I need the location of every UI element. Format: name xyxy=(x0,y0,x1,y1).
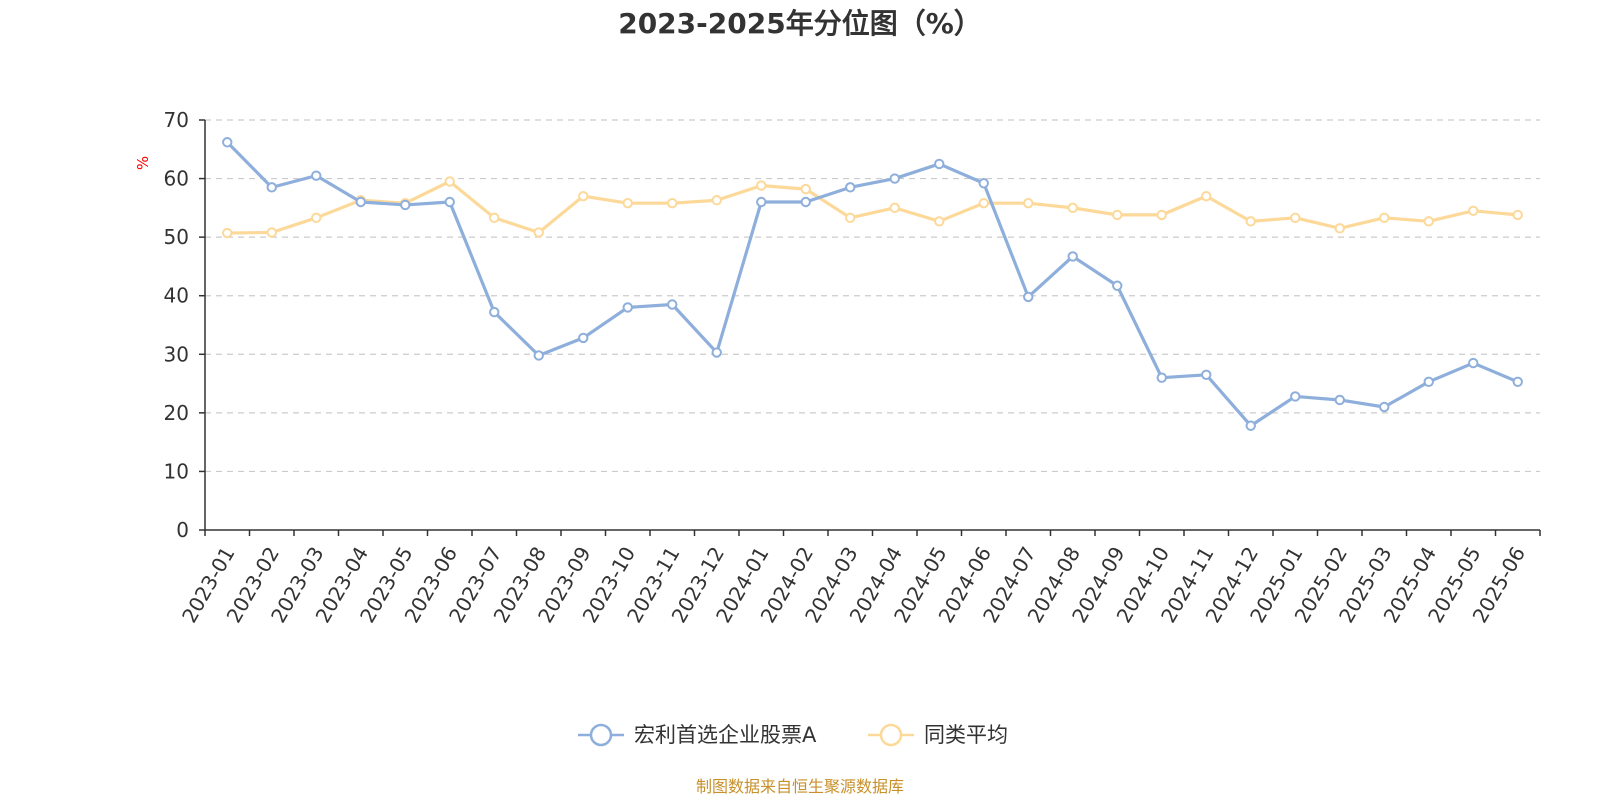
data-point xyxy=(222,137,233,148)
data-point xyxy=(1290,212,1301,224)
data-point xyxy=(444,176,455,187)
data-point xyxy=(400,199,411,211)
data-point xyxy=(1423,376,1434,388)
data-point xyxy=(1379,401,1390,413)
data-point xyxy=(533,350,544,361)
data-point xyxy=(1379,212,1390,224)
legend: 宏利首选企业股票A 同类平均 xyxy=(578,723,1008,747)
legend-label: 同类平均 xyxy=(924,723,1008,747)
data-point xyxy=(1468,205,1479,216)
data-point xyxy=(578,332,589,344)
data-point xyxy=(1245,420,1256,431)
data-point xyxy=(845,182,856,193)
y-tick-label: 10 xyxy=(164,459,189,483)
data-point xyxy=(711,347,722,358)
data-point xyxy=(889,202,900,214)
source-note: 制图数据来自恒生聚源数据库 xyxy=(696,777,904,796)
data-point xyxy=(800,183,811,195)
series-line xyxy=(225,179,1520,235)
data-point xyxy=(266,227,277,238)
y-tick-label: 70 xyxy=(164,108,189,132)
legend-marker-icon xyxy=(879,723,903,747)
data-point xyxy=(1156,209,1167,221)
data-point xyxy=(756,180,767,191)
data-point xyxy=(845,212,856,224)
y-tick-label: 40 xyxy=(164,284,189,308)
data-point xyxy=(1112,209,1123,221)
data-point xyxy=(1067,202,1078,214)
data-point xyxy=(355,196,366,208)
legend-label: 宏利首选企业股票A xyxy=(634,723,817,747)
data-point xyxy=(667,197,678,209)
data-point xyxy=(711,195,722,206)
data-point xyxy=(266,182,277,193)
data-point xyxy=(1290,391,1301,402)
data-point xyxy=(978,178,989,189)
y-axis-unit-label: % xyxy=(134,156,152,170)
data-point xyxy=(934,158,945,170)
data-point xyxy=(311,212,322,224)
series-1 xyxy=(222,176,1523,239)
legend-item-0[interactable]: 宏利首选企业股票A xyxy=(578,723,817,747)
data-point xyxy=(1512,209,1523,221)
y-tick-label: 50 xyxy=(164,225,189,249)
data-point xyxy=(978,197,989,209)
data-point xyxy=(1334,394,1345,406)
legend-item-1[interactable]: 同类平均 xyxy=(868,723,1008,747)
y-tick-label: 20 xyxy=(164,401,189,425)
data-point xyxy=(489,306,500,318)
series-line xyxy=(225,140,1520,428)
data-point xyxy=(1201,369,1212,380)
data-point xyxy=(444,196,455,208)
data-point xyxy=(1245,216,1256,227)
data-point xyxy=(311,170,322,181)
data-point xyxy=(934,216,945,227)
data-point xyxy=(578,190,589,202)
data-point xyxy=(222,227,233,239)
series-0 xyxy=(222,137,1523,431)
data-point xyxy=(889,173,900,184)
data-point xyxy=(1423,216,1434,227)
data-point xyxy=(756,196,767,208)
series-layer xyxy=(222,137,1523,431)
y-tick-label: 0 xyxy=(176,518,189,542)
data-point xyxy=(1334,223,1345,234)
data-point xyxy=(1112,280,1123,291)
data-point xyxy=(800,196,811,208)
data-point xyxy=(667,299,678,310)
data-point xyxy=(489,212,500,224)
data-point xyxy=(622,197,633,209)
y-tick-label: 60 xyxy=(164,167,189,191)
chart-title: 2023-2025年分位图（%） xyxy=(618,7,982,40)
data-point xyxy=(622,302,633,313)
data-point xyxy=(533,227,544,238)
data-point xyxy=(1156,372,1167,383)
data-point xyxy=(1468,357,1479,369)
data-point xyxy=(1201,190,1212,202)
data-point xyxy=(1023,291,1034,303)
data-point xyxy=(1512,376,1523,388)
legend-marker-icon xyxy=(589,723,613,747)
y-tick-label: 30 xyxy=(164,342,189,366)
gridlines xyxy=(205,119,1540,473)
data-point xyxy=(1023,197,1034,209)
data-point xyxy=(1067,251,1078,262)
